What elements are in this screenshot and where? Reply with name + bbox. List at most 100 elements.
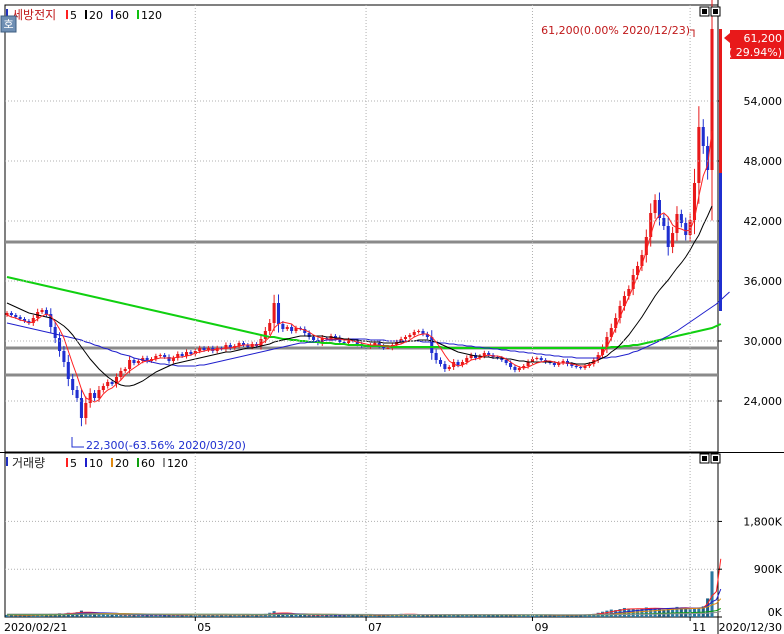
volume-bar [114, 614, 119, 617]
volume-bar [649, 607, 653, 617]
candle [338, 338, 342, 342]
legend-label: 60 [115, 9, 129, 22]
candle [202, 348, 206, 350]
volume-bar [119, 614, 123, 617]
close-icon[interactable] [710, 453, 721, 464]
volume-bar [311, 615, 316, 617]
volume-bar [561, 614, 565, 617]
volume-bar [93, 613, 97, 617]
low-annotation: 22,300(-63.56% 2020/03/20) [71, 437, 246, 452]
candle [167, 357, 171, 361]
volume-bar [27, 615, 31, 617]
legend-swatch [163, 458, 165, 467]
volume-bar [636, 609, 640, 617]
y-tick-label: 900K [754, 563, 783, 576]
volume-bar [215, 614, 219, 617]
candle [675, 214, 679, 233]
volume-bar [701, 606, 705, 617]
x-tick-label: 07 [368, 621, 382, 634]
volume-bar [430, 614, 434, 617]
volume-bar [417, 614, 421, 617]
candle [311, 337, 316, 340]
y-tick-label: 54,000 [744, 95, 783, 108]
close-icon[interactable] [710, 6, 721, 17]
candle [631, 275, 635, 289]
candle [710, 29, 714, 170]
legend-swatch [137, 10, 139, 19]
volume-bar [198, 614, 202, 617]
candle [294, 328, 298, 331]
candle [579, 367, 583, 368]
candle [307, 333, 311, 337]
candle [561, 361, 565, 363]
corner-button[interactable] [0, 15, 17, 33]
maximize-icon[interactable] [699, 6, 710, 17]
candle [228, 345, 232, 348]
volume-bar [338, 615, 342, 617]
candle [114, 377, 119, 384]
volume-bar [587, 614, 591, 617]
x-tick-label: 09 [534, 621, 548, 634]
volume-bar [180, 615, 184, 617]
candle [552, 363, 556, 365]
range-bar-down [719, 173, 722, 311]
candle [421, 331, 425, 334]
volume-bar [592, 613, 596, 617]
volume-bar [220, 614, 224, 617]
volume-bar [171, 615, 175, 617]
maximize-icon[interactable] [699, 453, 710, 464]
candle [97, 390, 101, 398]
volume-bar [263, 613, 267, 617]
legend-label: 120 [167, 457, 188, 470]
candle [701, 127, 705, 146]
volume-bar [395, 614, 399, 617]
y-tick-label: 1,800K [743, 515, 782, 528]
volume-bar [500, 614, 504, 617]
ma-line-5 [6, 130, 713, 403]
candle [93, 393, 97, 398]
candle [438, 360, 443, 364]
candle [40, 310, 44, 312]
candle [600, 348, 605, 355]
volume-bar [474, 614, 478, 617]
volume-bar [412, 614, 416, 617]
volume-bar [539, 615, 543, 617]
low-note: 22,300(-63.56% 2020/03/20) [86, 439, 246, 452]
ma-line-20 [6, 205, 713, 387]
volume-bar [298, 614, 302, 617]
candle [276, 303, 281, 324]
legend-swatch [66, 10, 68, 19]
volume-bar [22, 615, 27, 617]
volume-bar [579, 614, 583, 617]
y-tick-label: 30,000 [744, 335, 783, 348]
candle [430, 337, 434, 353]
volume-bar [491, 614, 495, 617]
candle [53, 327, 57, 338]
volume-bar [517, 614, 521, 617]
candle [456, 362, 460, 365]
candle [574, 366, 578, 367]
candle [5, 313, 9, 315]
volume-bar [513, 615, 517, 617]
range-bar-up [719, 29, 722, 173]
candle [281, 324, 285, 329]
candle [671, 233, 675, 247]
volume-ma-legend: 5 10 20 60 120 [66, 457, 188, 470]
volume-bar [329, 615, 333, 617]
legend-marker [6, 9, 8, 18]
volume-bar [149, 614, 154, 617]
candle [136, 361, 140, 363]
candle [342, 342, 346, 343]
candle [44, 310, 48, 314]
volume-panel: 1,800K 900K 0K [5, 515, 783, 619]
candle [154, 356, 158, 359]
volume-bar [320, 614, 324, 617]
candle [417, 331, 421, 332]
candle [653, 200, 657, 213]
volume-bar [176, 614, 180, 617]
candle [500, 358, 504, 360]
volume-bar [421, 614, 425, 617]
candle [609, 328, 613, 337]
volume-bar [18, 615, 22, 617]
